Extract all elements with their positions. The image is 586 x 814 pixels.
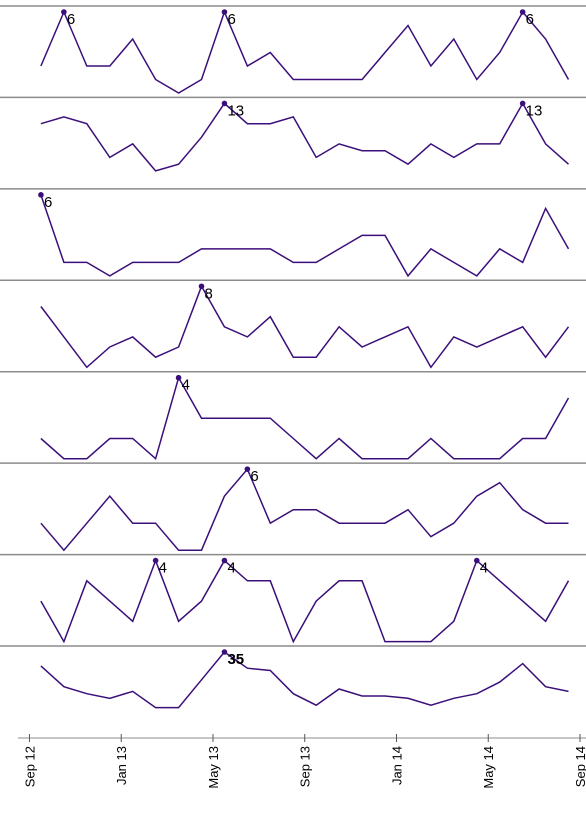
max-label: 4 [227, 560, 235, 577]
x-tick-label: Sep 12 [22, 746, 37, 787]
max-label: 6 [227, 11, 235, 28]
sparkline [40, 9, 570, 94]
sparkline [40, 194, 570, 278]
max-label: 35 [227, 651, 244, 668]
sparkline [40, 650, 569, 709]
max-point [38, 192, 44, 198]
sparkline [40, 558, 570, 644]
max-label: 6 [250, 468, 258, 485]
max-point [519, 100, 526, 107]
x-tick-label: Jan 14 [389, 746, 404, 785]
max-point [221, 649, 228, 655]
x-tick-label: Sep 14 [573, 746, 586, 787]
max-point [61, 9, 67, 15]
max-point [519, 9, 526, 15]
max-label: 6 [44, 194, 52, 211]
sparkline [40, 375, 570, 461]
x-tick-label: May 14 [481, 746, 496, 789]
max-label: 4 [182, 377, 190, 394]
x-tick-label: Sep 13 [298, 746, 313, 787]
max-point [244, 466, 251, 472]
max-point [473, 557, 480, 564]
sparkline [40, 101, 569, 172]
max-point [198, 283, 205, 290]
max-label: 8 [205, 285, 213, 302]
max-label: 6 [67, 11, 75, 28]
max-label: 6 [526, 11, 534, 28]
max-point [152, 557, 159, 564]
max-point [221, 557, 228, 564]
max-label: 13 [227, 102, 244, 119]
max-label: 4 [480, 560, 488, 577]
sparkline [40, 467, 569, 552]
max-point [175, 374, 182, 381]
x-tick-label: Jan 13 [114, 746, 129, 785]
x-tick-label: May 13 [206, 746, 221, 789]
max-point [221, 9, 228, 15]
max-label: 4 [159, 560, 167, 577]
max-label: 13 [526, 102, 543, 119]
sparkline [40, 284, 570, 369]
max-point [221, 100, 228, 107]
